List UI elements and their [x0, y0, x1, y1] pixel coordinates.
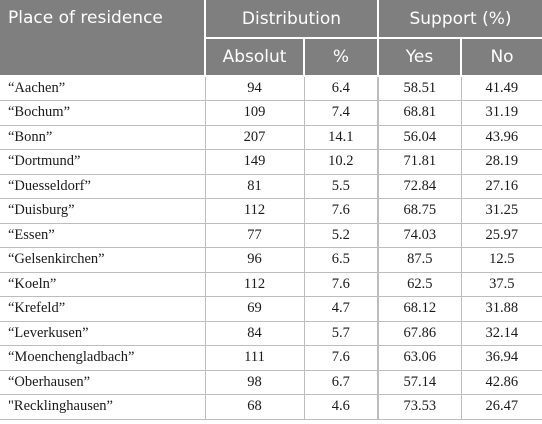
cell-no: 42.86	[461, 370, 542, 395]
cell-no: 31.25	[461, 198, 542, 224]
header-support: Support (%)	[378, 0, 542, 39]
cell-no: 32.14	[461, 321, 542, 346]
cell-yes: 62.5	[378, 272, 462, 297]
cell-no: 12.5	[461, 247, 542, 273]
cell-place: “Moenchengladbach”	[0, 345, 206, 371]
cell-no: 36.94	[461, 345, 542, 371]
cell-place: “Gelsenkirchen”	[0, 247, 206, 273]
cell-absolut: 94	[205, 76, 305, 101]
cell-percent: 5.7	[304, 321, 379, 346]
cell-percent: 4.7	[304, 296, 379, 322]
cell-place: "Recklinghausen”	[0, 394, 206, 420]
cell-place: “Duesseldorf”	[0, 174, 206, 199]
cell-no: 41.49	[461, 76, 542, 101]
table-row: “Bonn” 207 14.1 56.04 43.96	[0, 125, 542, 150]
cell-percent: 5.5	[304, 174, 379, 199]
table-row: “Moenchengladbach” 111 7.6 63.06 36.94	[0, 345, 542, 371]
cell-absolut: 207	[205, 125, 305, 150]
cell-yes: 72.84	[378, 174, 462, 199]
cell-place: “Bochum”	[0, 100, 206, 126]
header-row-groups: Place of residence Distribution Support …	[0, 0, 542, 77]
table-row: “Essen” 77 5.2 74.03 25.97	[0, 223, 542, 248]
cell-yes: 68.75	[378, 198, 462, 224]
table-row: “Duisburg” 112 7.6 68.75 31.25	[0, 198, 542, 224]
table-row: “Aachen” 94 6.4 58.51 41.49	[0, 76, 542, 101]
cell-yes: 56.04	[378, 125, 462, 150]
cell-yes: 74.03	[378, 223, 462, 248]
cell-percent: 10.2	[304, 149, 379, 175]
table-row: “Koeln” 112 7.6 62.5 37.5	[0, 272, 542, 297]
cell-no: 31.19	[461, 100, 542, 126]
cell-absolut: 69	[205, 296, 305, 322]
header-absolut: Absolut	[205, 38, 305, 77]
cell-percent: 5.2	[304, 223, 379, 248]
cell-no: 31.88	[461, 296, 542, 322]
table-row: "Recklinghausen” 68 4.6 73.53 26.47	[0, 394, 542, 420]
cell-absolut: 111	[205, 345, 305, 371]
cell-yes: 87.5	[378, 247, 462, 273]
table-header: Place of residence Distribution Support …	[0, 0, 542, 77]
table-row: “Bochum” 109 7.4 68.81 31.19	[0, 100, 542, 126]
cell-place: “Essen”	[0, 223, 206, 248]
cell-absolut: 109	[205, 100, 305, 126]
cell-place: “Oberhausen”	[0, 370, 206, 395]
cell-percent: 7.6	[304, 272, 379, 297]
cell-place: “Koeln”	[0, 272, 206, 297]
cell-yes: 58.51	[378, 76, 462, 101]
cell-percent: 4.6	[304, 394, 379, 420]
header-no: No	[461, 38, 542, 77]
header-percent: %	[304, 38, 379, 77]
cell-yes: 57.14	[378, 370, 462, 395]
header-yes: Yes	[378, 38, 462, 77]
cell-absolut: 112	[205, 198, 305, 224]
cell-no: 27.16	[461, 174, 542, 199]
header-distribution: Distribution	[205, 0, 379, 39]
cell-no: 25.97	[461, 223, 542, 248]
table-row: “Krefeld” 69 4.7 68.12 31.88	[0, 296, 542, 322]
table-row: “Leverkusen” 84 5.7 67.86 32.14	[0, 321, 542, 346]
header-row-columns: Absolut % Yes No	[0, 38, 542, 77]
cell-percent: 6.4	[304, 76, 379, 101]
table-row: “Gelsenkirchen” 96 6.5 87.5 12.5	[0, 247, 542, 273]
cell-place: “Duisburg”	[0, 198, 206, 224]
cell-percent: 6.5	[304, 247, 379, 273]
header-place-of-residence: Place of residence	[0, 0, 206, 77]
cell-absolut: 96	[205, 247, 305, 273]
cell-percent: 7.4	[304, 100, 379, 126]
cell-absolut: 112	[205, 272, 305, 297]
cell-percent: 7.6	[304, 345, 379, 371]
cell-yes: 73.53	[378, 394, 462, 420]
cell-absolut: 149	[205, 149, 305, 175]
table-row: “Duesseldorf” 81 5.5 72.84 27.16	[0, 174, 542, 199]
cell-no: 43.96	[461, 125, 542, 150]
cell-percent: 7.6	[304, 198, 379, 224]
cell-place: “Krefeld”	[0, 296, 206, 322]
cell-absolut: 68	[205, 394, 305, 420]
cell-absolut: 77	[205, 223, 305, 248]
cell-no: 28.19	[461, 149, 542, 175]
cell-place: “Leverkusen”	[0, 321, 206, 346]
cell-absolut: 84	[205, 321, 305, 346]
cell-yes: 67.86	[378, 321, 462, 346]
cell-yes: 68.81	[378, 100, 462, 126]
cell-percent: 6.7	[304, 370, 379, 395]
cell-absolut: 98	[205, 370, 305, 395]
cell-yes: 63.06	[378, 345, 462, 371]
cell-absolut: 81	[205, 174, 305, 199]
table-row: “Dortmund” 149 10.2 71.81 28.19	[0, 149, 542, 175]
cell-yes: 71.81	[378, 149, 462, 175]
cell-yes: 68.12	[378, 296, 462, 322]
table-body: “Aachen” 94 6.4 58.51 41.49 “Bochum” 109 7.4 68.…	[0, 76, 542, 420]
cell-no: 37.5	[461, 272, 542, 297]
cell-no: 26.47	[461, 394, 542, 420]
cell-place: “Aachen”	[0, 76, 206, 101]
cell-place: “Bonn”	[0, 125, 206, 150]
cell-place: “Dortmund”	[0, 149, 206, 175]
table-row: “Oberhausen” 98 6.7 57.14 42.86	[0, 370, 542, 395]
cell-percent: 14.1	[304, 125, 379, 150]
